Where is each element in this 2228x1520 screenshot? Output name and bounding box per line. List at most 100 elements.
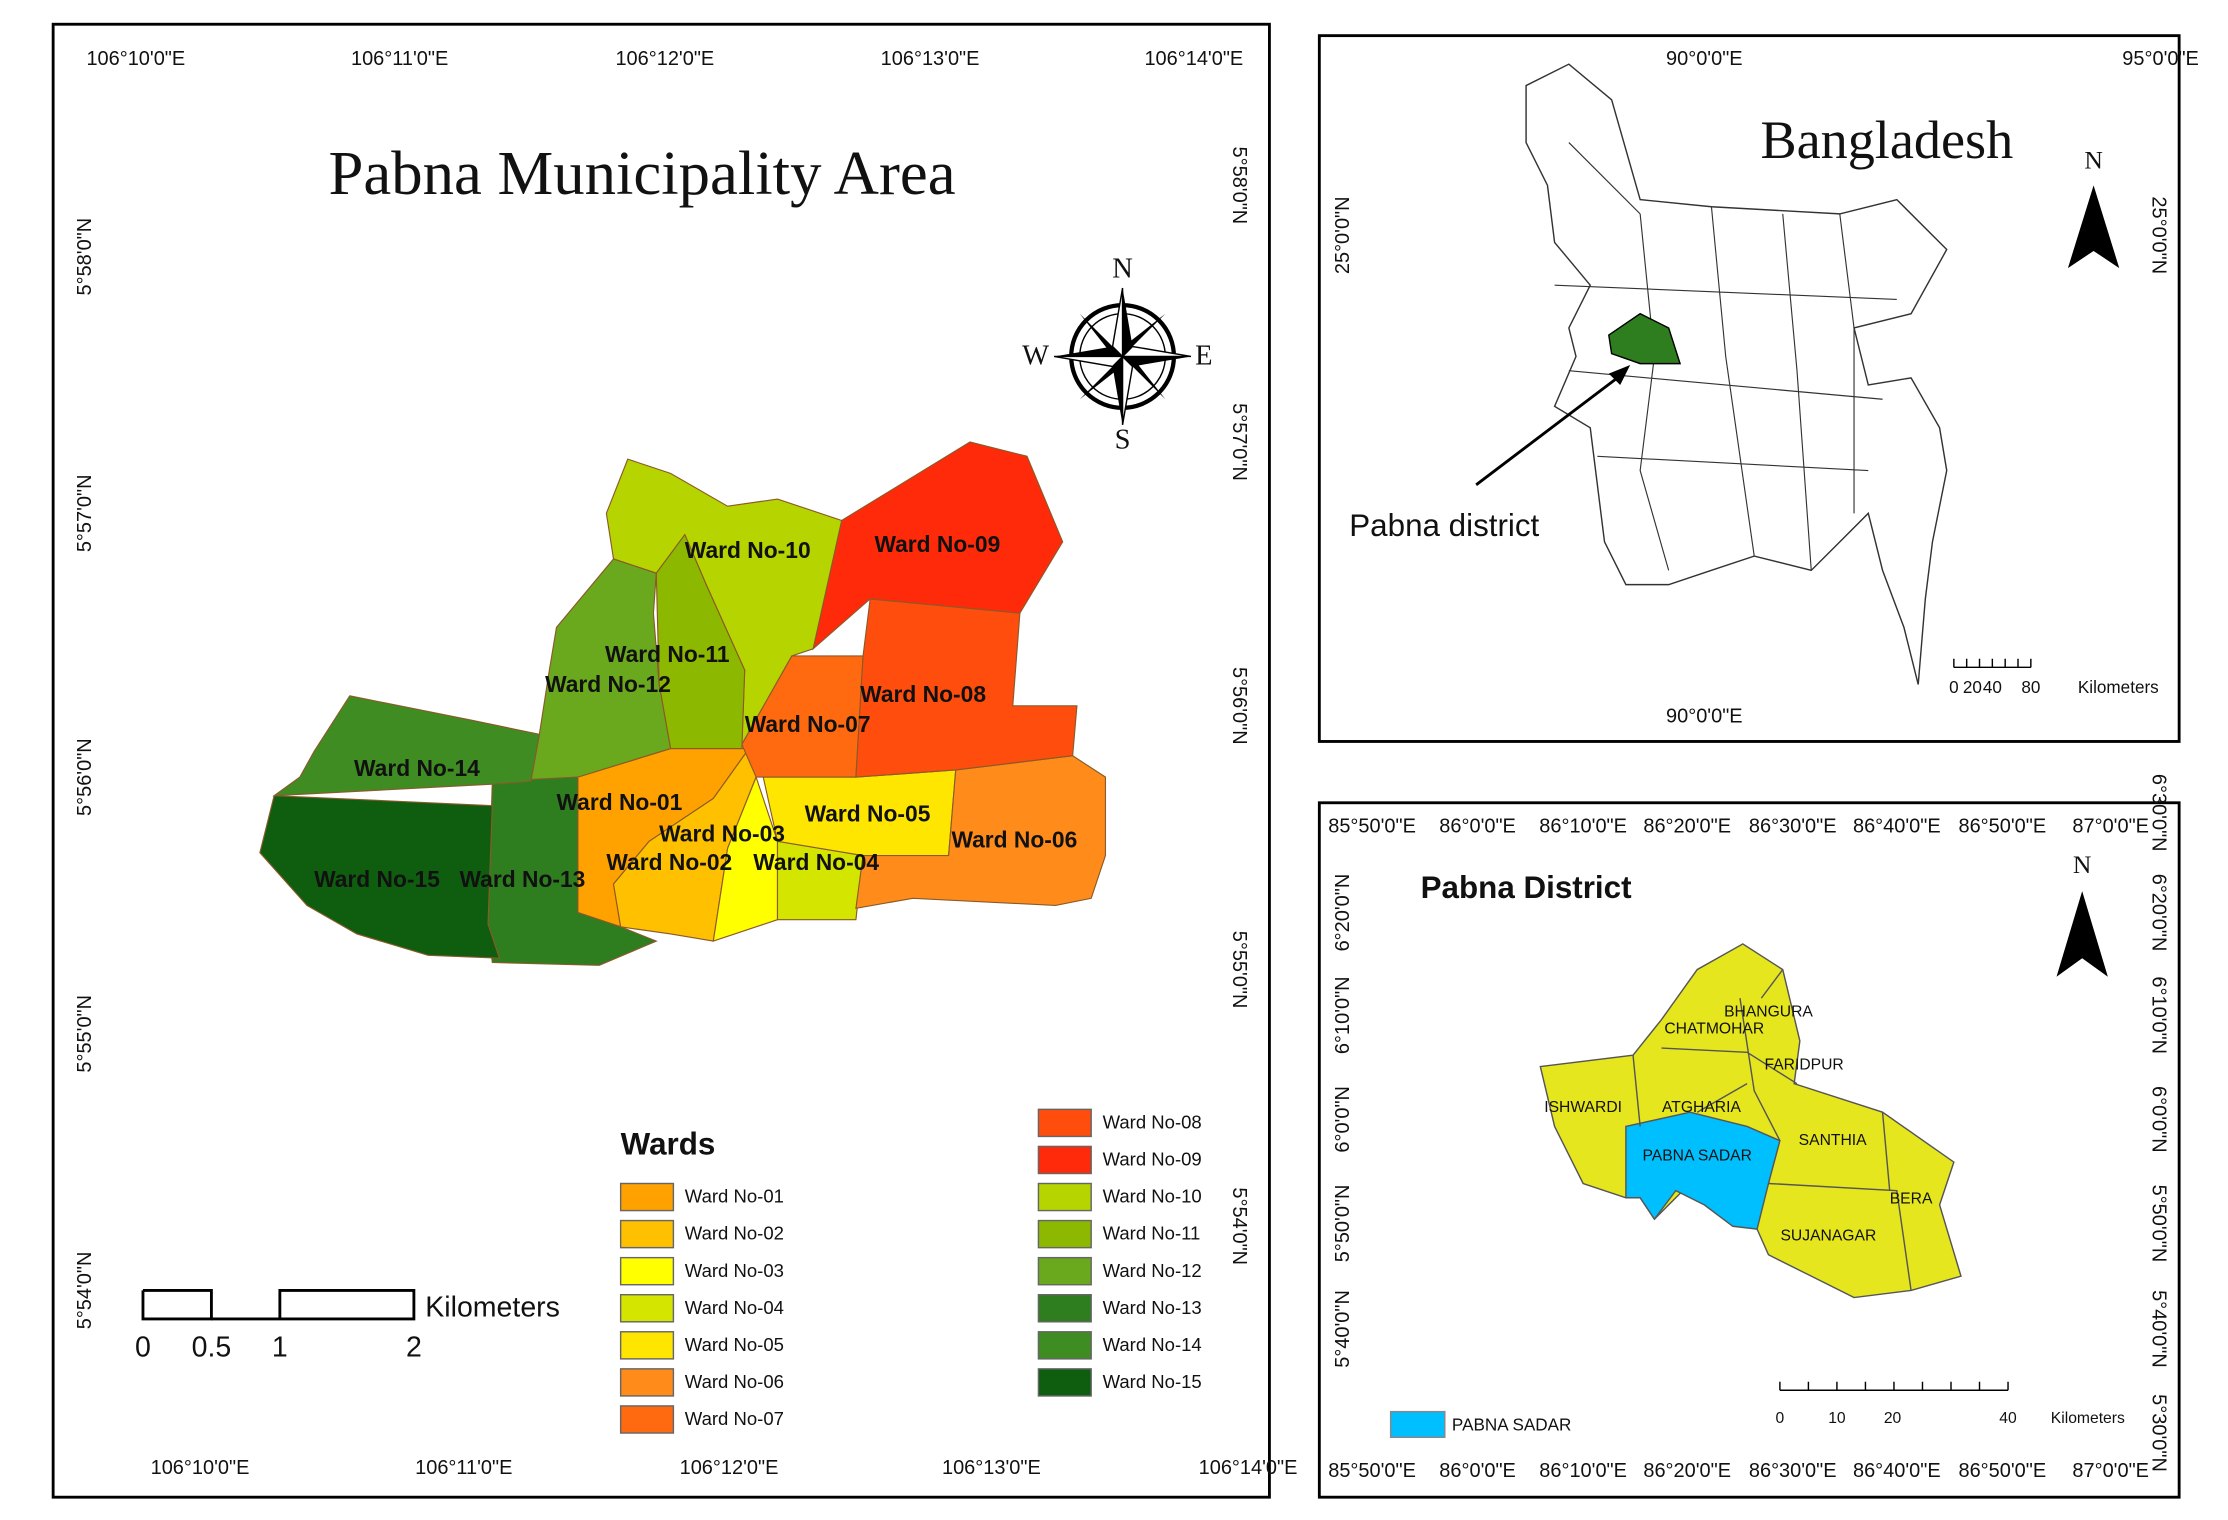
scale-label: 1 bbox=[272, 1331, 288, 1363]
coord-label: 86°0'0"E bbox=[1439, 815, 1516, 837]
legend-label: Ward No-11 bbox=[1103, 1223, 1201, 1244]
ward-label: Ward No-15 bbox=[314, 866, 440, 892]
coord-label: 6°10'0"N bbox=[2147, 976, 2169, 1054]
main-frame bbox=[51, 22, 1271, 1499]
upazila-label: SUJANAGAR bbox=[1780, 1227, 1876, 1244]
coord-label: 106°11'0"E bbox=[351, 48, 448, 70]
coord-label: 87°0'0"E bbox=[2072, 815, 2149, 837]
coord-label: 6°0'0"N bbox=[1332, 1086, 1354, 1153]
legend-swatch bbox=[1037, 1182, 1092, 1212]
coord-label: 106°13'0"E bbox=[881, 48, 980, 70]
ward-label: Ward No-09 bbox=[874, 531, 1000, 557]
ward-label: Ward No-08 bbox=[860, 681, 986, 707]
ward-area bbox=[855, 598, 1078, 778]
legend-label: Ward No-07 bbox=[685, 1408, 784, 1429]
north-arrow bbox=[2056, 891, 2108, 977]
legend-label: Ward No-14 bbox=[1103, 1334, 1202, 1355]
coord-label: 86°30'0"E bbox=[1749, 815, 1837, 837]
compass-n: N bbox=[1112, 253, 1133, 284]
coord-label: 5°30'0"N bbox=[2147, 1394, 2169, 1472]
coord-label: 90°0'0"E bbox=[1666, 705, 1743, 727]
legend-label: Ward No-06 bbox=[685, 1371, 784, 1392]
ward-label: Ward No-13 bbox=[460, 866, 586, 892]
coord-label: 106°12'0"E bbox=[680, 1457, 779, 1479]
callout-arrowhead bbox=[1608, 365, 1631, 385]
coord-label: 106°14'0"E bbox=[1144, 48, 1243, 70]
legend-swatch bbox=[619, 1331, 675, 1360]
legend-swatch bbox=[1037, 1256, 1092, 1286]
coord-label: 106°10'0"E bbox=[86, 48, 185, 70]
upazila-label: FARIDPUR bbox=[1765, 1056, 1844, 1073]
coord-label: 6°0'0"N bbox=[2147, 1086, 2169, 1153]
coord-label: 106°14'0"E bbox=[1199, 1457, 1298, 1479]
legend-label: Ward No-02 bbox=[685, 1223, 784, 1244]
ward-label: Ward No-11 bbox=[605, 641, 730, 667]
north-arrow bbox=[2067, 185, 2120, 269]
legend-label: Ward No-09 bbox=[1103, 1149, 1202, 1170]
coord-label: 86°50'0"E bbox=[1958, 815, 2046, 837]
coord-label: 5°54'0"N bbox=[74, 1252, 96, 1330]
ward-area bbox=[272, 695, 541, 797]
ward-area bbox=[530, 558, 672, 783]
coord-label: 86°40'0"E bbox=[1853, 815, 1941, 837]
upazila-label: SANTHIA bbox=[1799, 1132, 1867, 1149]
coord-label: 85°50'0"E bbox=[1328, 815, 1416, 837]
scale-label: 10 bbox=[1828, 1410, 1846, 1427]
compass-s: S bbox=[1115, 425, 1131, 456]
scale-label: 0 bbox=[1776, 1410, 1785, 1427]
ward-label: Ward No-10 bbox=[685, 537, 811, 563]
upazila-label: PABNA SADAR bbox=[1642, 1148, 1751, 1165]
north-label: N bbox=[2073, 850, 2092, 879]
ward-label: Ward No-06 bbox=[951, 826, 1077, 852]
scale-label: 0.5 bbox=[192, 1331, 232, 1363]
ward-area bbox=[259, 795, 501, 959]
coord-label: 25°0'0"N bbox=[1332, 196, 1354, 274]
coord-label: 5°57'0"N bbox=[1228, 403, 1250, 481]
callout-label: Pabna district bbox=[1349, 508, 1539, 543]
coord-label: 106°10'0"E bbox=[151, 1457, 250, 1479]
legend-title: Wards bbox=[621, 1127, 716, 1162]
legend-swatch bbox=[1389, 1410, 1446, 1439]
ward-label: Ward No-12 bbox=[545, 671, 671, 697]
legend-swatch bbox=[619, 1405, 675, 1434]
scale-bar bbox=[1953, 658, 2032, 669]
upazila-label: BERA bbox=[1890, 1190, 1933, 1207]
coord-label: 5°58'0"N bbox=[74, 218, 96, 296]
coord-label: 86°50'0"E bbox=[1958, 1460, 2046, 1482]
coord-label: 5°55'0"N bbox=[74, 995, 96, 1073]
compass-w: W bbox=[1022, 340, 1049, 371]
coord-label: 6°30'0"N bbox=[2147, 774, 2169, 852]
bangladesh-outline bbox=[1525, 63, 1948, 685]
scale-unit: Kilometers bbox=[425, 1291, 560, 1323]
scale-bar bbox=[1779, 1381, 2009, 1391]
scale-bar bbox=[211, 1289, 416, 1321]
legend-label: Ward No-12 bbox=[1103, 1260, 1202, 1281]
ward-polygons bbox=[259, 441, 1107, 966]
ward-label: Ward No-05 bbox=[805, 801, 931, 827]
upazila-boundaries bbox=[1632, 969, 1912, 1291]
scale-label: 0 bbox=[1949, 678, 1959, 697]
upazila-label: BHANGURA bbox=[1724, 1004, 1813, 1021]
coord-label: 106°11'0"E bbox=[415, 1457, 512, 1479]
inset-title: Pabna District bbox=[1421, 870, 1632, 905]
coord-label: 5°50'0"N bbox=[2147, 1185, 2169, 1263]
ward-label: Ward No-14 bbox=[354, 755, 480, 781]
compass-e: E bbox=[1195, 340, 1212, 371]
coord-label: 6°20'0"N bbox=[1332, 874, 1354, 952]
upazila-label: ISHWARDI bbox=[1544, 1099, 1622, 1116]
legend-label: Ward No-04 bbox=[685, 1297, 784, 1318]
pabna-sadar-area bbox=[1625, 1111, 1781, 1230]
upazila-label: CHATMOHAR bbox=[1664, 1021, 1764, 1038]
legend-label: Ward No-15 bbox=[1103, 1371, 1202, 1392]
legend-swatch bbox=[619, 1368, 675, 1397]
legend-swatch bbox=[1037, 1293, 1092, 1323]
legend-label: Ward No-13 bbox=[1103, 1297, 1202, 1318]
legend-swatch bbox=[1037, 1145, 1092, 1175]
legend-swatch bbox=[1037, 1219, 1092, 1249]
legend-label: Ward No-10 bbox=[1103, 1186, 1202, 1207]
ward-label: Ward No-02 bbox=[606, 849, 732, 875]
scale-label: 20 bbox=[1884, 1410, 1902, 1427]
coord-label: 86°0'0"E bbox=[1439, 1460, 1516, 1482]
coord-label: 86°20'0"E bbox=[1643, 1460, 1731, 1482]
